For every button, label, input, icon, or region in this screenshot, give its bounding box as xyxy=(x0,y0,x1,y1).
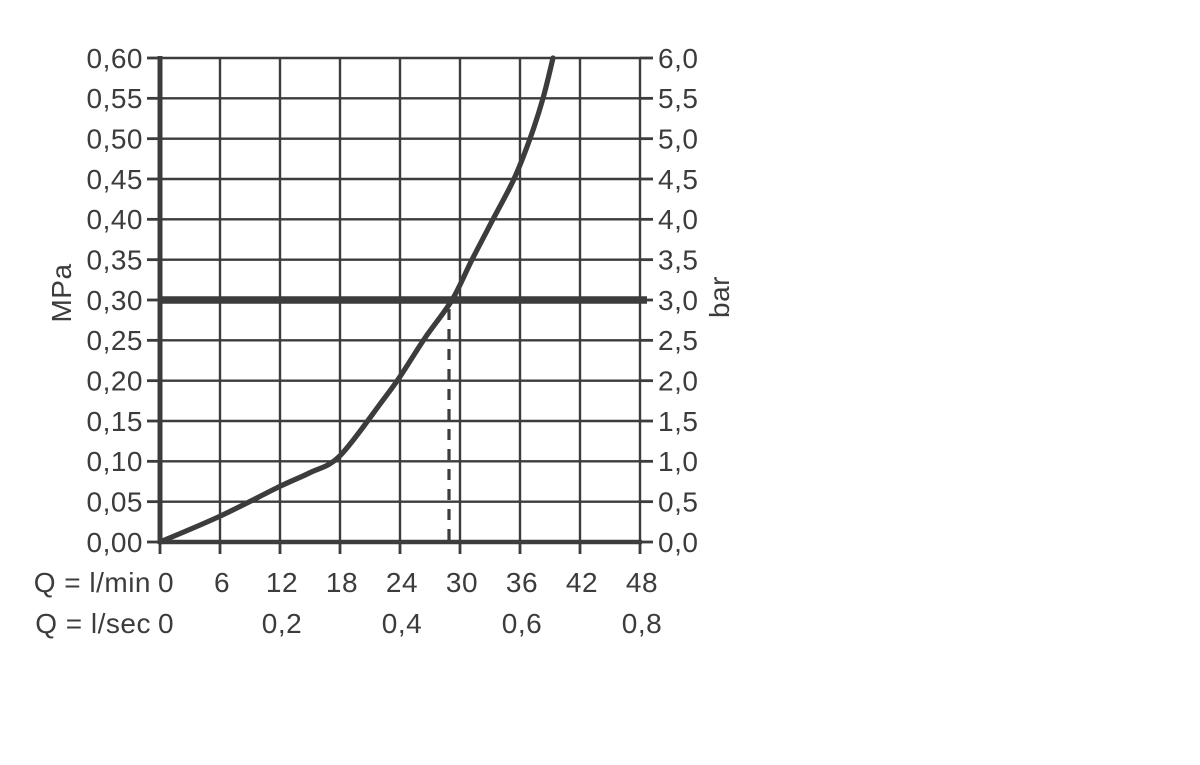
y-right-tick-label: 0,5 xyxy=(658,486,698,517)
y-right-tick-label: 5,5 xyxy=(658,83,698,114)
x-lsec-tick-label: 0,6 xyxy=(502,608,542,639)
y-left-tick-label: 0,10 xyxy=(87,446,144,477)
y-left-tick-label: 0,15 xyxy=(87,406,144,437)
y-right-tick-label: 4,5 xyxy=(658,164,698,195)
y-right-tick-label: 0,0 xyxy=(658,527,698,558)
y-left-tick-label: 0,35 xyxy=(87,244,144,275)
x-lmin-tick-label: 48 xyxy=(626,567,658,598)
x-lsec-tick-label: 0 xyxy=(158,608,174,639)
x-lmin-tick-label: 42 xyxy=(566,567,598,598)
y-left-tick-label: 0,30 xyxy=(87,285,144,316)
y-right-tick-label: 3,5 xyxy=(658,244,698,275)
x-lmin-tick-label: 0 xyxy=(158,567,174,598)
x-lmin-tick-label: 6 xyxy=(214,567,230,598)
y-right-tick-label: 1,0 xyxy=(658,446,698,477)
y-left-tick-label: 0,45 xyxy=(87,164,144,195)
y-right-tick-label: 2,5 xyxy=(658,325,698,356)
y-left-tick-label: 0,55 xyxy=(87,83,144,114)
y-left-tick-label: 0,60 xyxy=(87,43,144,74)
y-right-tick-label: 4,0 xyxy=(658,204,698,235)
pressure-flow-curve xyxy=(157,55,556,545)
y-right-axis-title: bar xyxy=(704,276,735,318)
x-lsec-tick-label: 0,4 xyxy=(382,608,422,639)
x-lsec-tick-label: 0,2 xyxy=(262,608,302,639)
x-lmin-tick-label: 18 xyxy=(326,567,358,598)
y-left-tick-label: 0,00 xyxy=(87,527,144,558)
y-left-tick-label: 0,20 xyxy=(87,365,144,396)
y-left-tick-label: 0,50 xyxy=(87,123,144,154)
x-lmin-tick-label: 30 xyxy=(446,567,478,598)
x-lmin-tick-label: 36 xyxy=(506,567,538,598)
y-left-tick-label: 0,25 xyxy=(87,325,144,356)
y-right-tick-label: 6,0 xyxy=(658,43,698,74)
y-left-tick-label: 0,05 xyxy=(87,486,144,517)
x-lmin-tick-label: 24 xyxy=(386,567,418,598)
x-axis-row2-title: Q = l/sec xyxy=(35,608,151,639)
y-right-tick-label: 1,5 xyxy=(658,406,698,437)
y-right-tick-label: 3,0 xyxy=(658,285,698,316)
y-right-tick-label: 5,0 xyxy=(658,123,698,154)
x-axis-row1-title: Q = l/min xyxy=(34,567,151,598)
x-lsec-tick-label: 0,8 xyxy=(622,608,662,639)
y-left-tick-label: 0,40 xyxy=(87,204,144,235)
y-right-tick-label: 2,0 xyxy=(658,365,698,396)
x-lmin-tick-label: 12 xyxy=(266,567,298,598)
y-left-axis-title: MPa xyxy=(46,263,77,322)
